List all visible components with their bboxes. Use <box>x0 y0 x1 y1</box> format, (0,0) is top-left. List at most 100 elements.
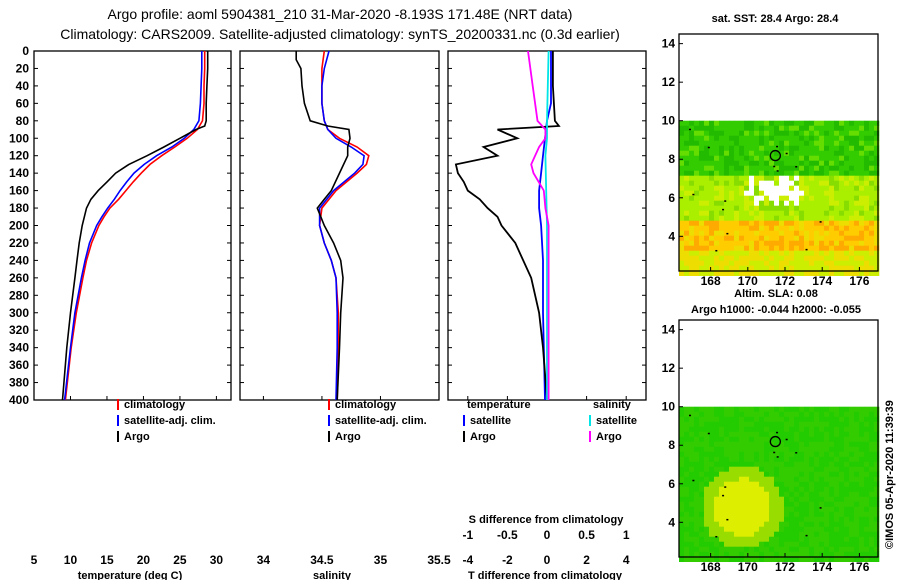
map-cell <box>784 220 790 226</box>
map-cell <box>724 240 730 246</box>
map-cell <box>834 531 840 537</box>
map-cell <box>679 265 685 271</box>
map-cell <box>734 511 740 517</box>
map-cell <box>689 220 695 226</box>
map-cell <box>724 220 730 226</box>
map-cell <box>689 180 695 186</box>
map-cell <box>824 230 830 236</box>
depth-tick-label: 0 <box>22 44 29 58</box>
map-cell <box>824 225 830 231</box>
map-cell <box>779 145 785 151</box>
series-line <box>454 51 561 401</box>
map-cell <box>699 411 705 417</box>
map-cell <box>814 416 820 422</box>
map-cell <box>694 546 700 552</box>
map-cell <box>819 406 825 412</box>
map-cell <box>689 175 695 181</box>
map-cell <box>739 521 745 527</box>
map-cell <box>759 145 765 151</box>
map-cell <box>814 476 820 482</box>
map-cell <box>749 250 755 256</box>
map-cell <box>769 225 775 231</box>
map-cell <box>864 446 870 452</box>
map-cell <box>779 551 785 557</box>
map-cell <box>759 481 765 487</box>
map-cell <box>849 421 855 427</box>
map-cell <box>689 501 695 507</box>
map-cell <box>794 511 800 517</box>
map-cell <box>759 240 765 246</box>
map-cell <box>769 270 775 276</box>
map-cell <box>819 496 825 502</box>
map-cell <box>849 551 855 557</box>
map-cell <box>799 145 805 151</box>
map-cell <box>809 120 815 126</box>
map-cell <box>704 160 710 166</box>
map-cell <box>739 270 745 276</box>
map-cell <box>699 536 705 542</box>
map-cell <box>744 546 750 552</box>
map-cell <box>804 421 810 427</box>
map-cell <box>849 546 855 552</box>
map-cell <box>799 260 805 266</box>
map-cell <box>709 411 715 417</box>
map-cell <box>704 220 710 226</box>
map-cell <box>829 486 835 492</box>
map-cell <box>714 255 720 261</box>
map-cell <box>849 456 855 462</box>
map-cell <box>774 526 780 532</box>
map-cell <box>839 185 845 191</box>
map-cell <box>854 546 860 552</box>
map-cell <box>799 210 805 216</box>
map-cell <box>814 140 820 146</box>
map-cell <box>859 501 865 507</box>
map-cell <box>684 536 690 542</box>
map-cell <box>864 195 870 201</box>
map-cell <box>824 541 830 547</box>
map-cell <box>724 130 730 136</box>
map-cell <box>759 541 765 547</box>
map-cell <box>834 160 840 166</box>
map-cell <box>679 491 685 497</box>
map-cell <box>764 260 770 266</box>
island-outline <box>773 451 776 454</box>
map-cell <box>824 175 830 181</box>
map-cell <box>799 215 805 221</box>
map-cell <box>829 516 835 522</box>
map-cell <box>864 441 870 447</box>
map-cell <box>819 180 825 186</box>
map-cell <box>789 225 795 231</box>
map-cell <box>809 451 815 457</box>
map-cell <box>694 431 700 437</box>
map-cell <box>764 175 770 181</box>
x-tick-label: 15 <box>100 553 114 567</box>
map-cell <box>749 426 755 432</box>
map-cell <box>844 506 850 512</box>
map-cell <box>769 501 775 507</box>
map-cell <box>699 541 705 547</box>
map-cell <box>869 451 875 457</box>
map-cell <box>689 235 695 241</box>
map-cell <box>734 135 740 141</box>
map-cell <box>754 526 760 532</box>
map-cell <box>829 536 835 542</box>
map-cell <box>814 426 820 432</box>
map-cell <box>729 145 735 151</box>
map-cell <box>759 160 765 166</box>
map-cell <box>814 205 820 211</box>
map-cell <box>809 140 815 146</box>
map-cell <box>814 255 820 261</box>
s-diff-tick-label: -1 <box>462 528 473 542</box>
map-cell <box>694 265 700 271</box>
map-cell <box>714 215 720 221</box>
map-cell <box>829 205 835 211</box>
map-cell <box>829 185 835 191</box>
map-cell <box>769 180 775 186</box>
map-cell <box>734 180 740 186</box>
map-cell <box>839 441 845 447</box>
map-cell <box>719 160 725 166</box>
map-cell <box>794 145 800 151</box>
map-cell <box>734 130 740 136</box>
map-cell <box>839 235 845 241</box>
map-cell <box>729 466 735 472</box>
